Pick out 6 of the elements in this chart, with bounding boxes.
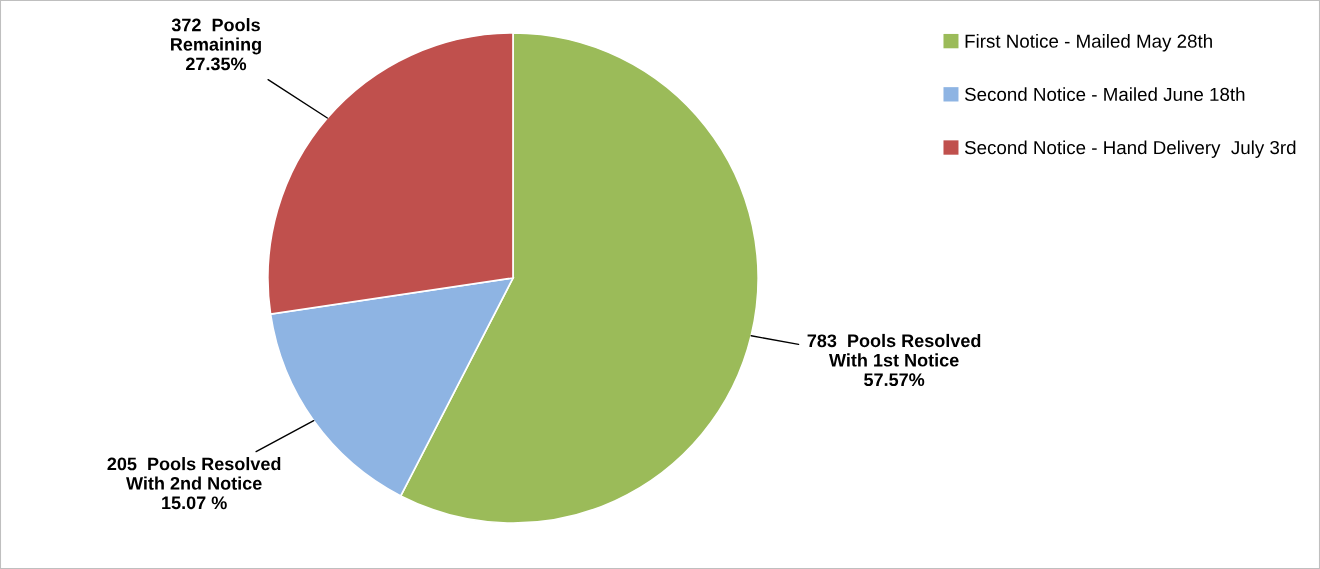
legend-label: Second Notice - Hand Delivery July 3rd [964,140,1296,158]
legend-label: Second Notice - Mailed June 18th [964,87,1245,102]
data-label: 783 Pools Resolved With 1st Notice 57.57% [807,333,981,387]
legend-label: First Notice - Mailed May 28th [965,34,1212,52]
data-label: 372 Pools Remaining 27.35% [171,18,261,71]
data-label: 205 Pools Resolved With 2nd Notice 15.07 % [107,457,281,510]
